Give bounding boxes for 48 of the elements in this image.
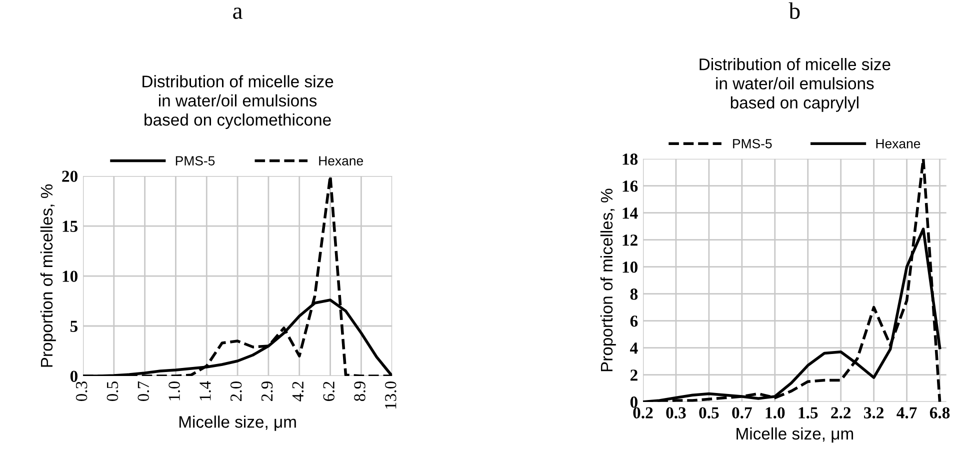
y-tick-label: 15 [62, 220, 78, 232]
y-tick-label: 10 [62, 270, 78, 282]
y-tick-label: 18 [622, 154, 638, 165]
x-tick-label: 0.3 [76, 382, 88, 402]
x-tick-label: 1.0 [766, 407, 785, 419]
x-tick-label: 1.4 [200, 381, 211, 400]
y-tick-label: 2 [630, 370, 638, 381]
y-tick-label: 12 [622, 234, 638, 246]
legend-label: Hexane [876, 139, 920, 148]
x-tick-label: 8.9 [354, 382, 366, 402]
x-tick-label: 0.7 [732, 407, 752, 419]
text: b [788, 2, 800, 19]
x-tick-label: 4.7 [896, 407, 917, 419]
x-axis-title: Micelle size, μm [179, 416, 296, 431]
x-tick-label: 6.2 [323, 382, 335, 401]
y-tick-label: 5 [70, 320, 78, 332]
x-tick-label: 0.5 [106, 382, 118, 402]
legend-label: Hexane [319, 156, 363, 166]
y-tick-label: 20 [62, 170, 78, 182]
x-tick-label: 1.0 [168, 381, 180, 400]
y-tick-label: 10 [622, 262, 638, 273]
x-axis-title: Micelle size, μm [736, 427, 854, 443]
x-tick-label: 4.2 [292, 382, 304, 402]
y-tick-label: 0 [630, 396, 638, 408]
x-tick-label: 0.7 [138, 381, 150, 402]
x-tick-label: 3.2 [864, 407, 884, 419]
y-tick-label: 8 [630, 288, 638, 300]
x-tick-label: 0.5 [699, 407, 719, 419]
text: a [233, 8, 242, 19]
chart-title: Distribution of micelle size in water/oil emulsions based on cyclomethicone [142, 75, 334, 130]
legend-label: PMS-5 [733, 138, 772, 148]
x-tick-label: 13.0 [385, 381, 396, 409]
legend-label: PMS-5 [176, 156, 215, 166]
x-tick-label: 2.2 [831, 407, 851, 419]
y-tick-label: 0 [70, 370, 78, 382]
y-axis-title: Proportion of micelles, % [40, 184, 56, 367]
x-tick-label: 2.9 [261, 382, 273, 401]
y-tick-label: 4 [630, 342, 638, 354]
chart-title: Distribution of micelle size in water/oil emulsions based on caprylyl [700, 58, 890, 112]
x-tick-label: 1.5 [798, 407, 818, 419]
x-tick-label: 0.2 [633, 407, 653, 419]
y-tick-label: 6 [630, 316, 638, 327]
y-tick-label: 14 [622, 208, 638, 219]
y-axis-title: Proportion of micelles, % [600, 188, 616, 372]
x-tick-label: 6.8 [930, 407, 950, 419]
x-tick-label: 2.0 [230, 381, 242, 401]
y-tick-label: 16 [622, 180, 638, 192]
x-tick-label: 0.3 [666, 407, 686, 419]
